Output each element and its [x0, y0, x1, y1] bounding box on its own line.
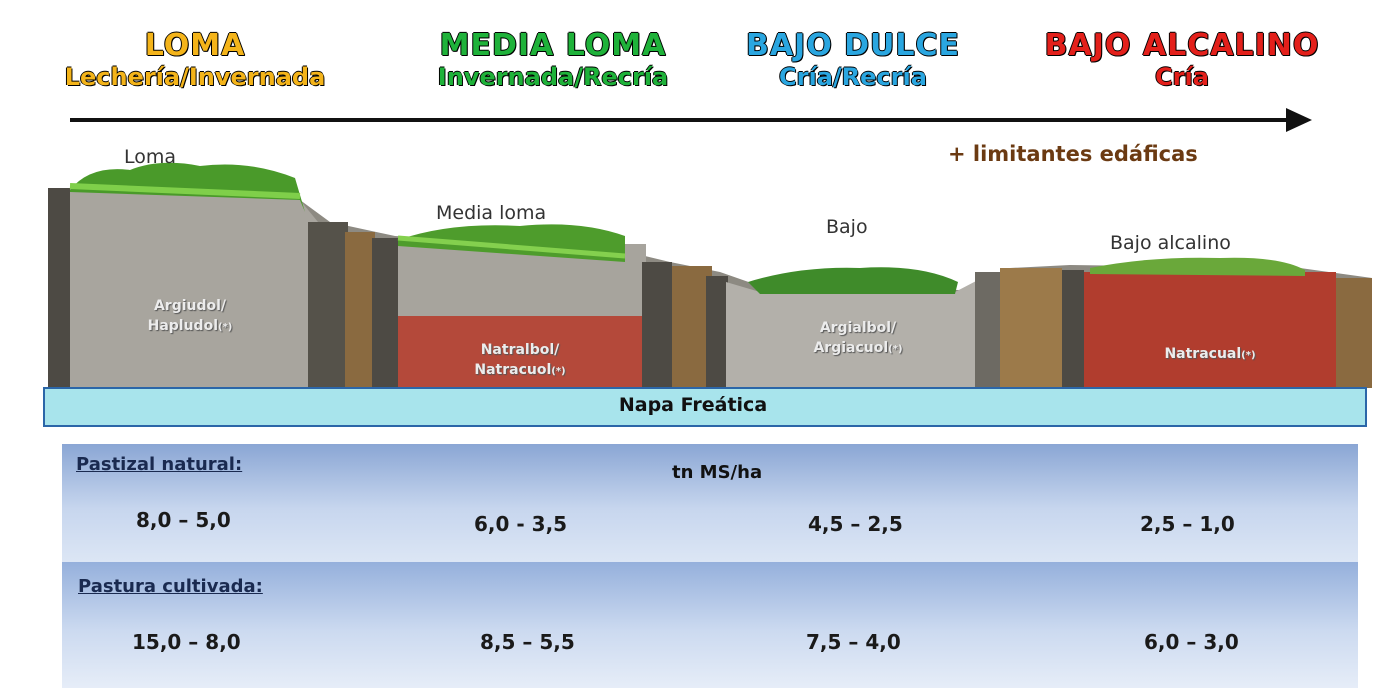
table-band-pastura	[62, 562, 1358, 688]
soil-limitations-note: + limitantes edáficas	[948, 142, 1198, 166]
value-pastizal-loma: 8,0 – 5,0	[136, 508, 231, 532]
soil-type-loma-line1: Argiudol/	[153, 298, 227, 314]
header-bajo-dulce: BAJO DULCE Cría/Recría	[722, 28, 984, 91]
soil-type-loma: Argiudol/ Hapludol(*)	[100, 296, 280, 338]
soil-type-media-loma-line1: Natralbol/	[480, 342, 560, 358]
soil-type-media-loma-line2: Natracuol	[474, 362, 552, 378]
soil-type-bajo-mark: (*)	[888, 344, 903, 355]
value-pastura-bajo: 7,5 – 4,0	[806, 630, 901, 654]
soil-type-bajo-alcalino-mark: (*)	[1241, 350, 1256, 361]
soil-type-bajo-line1: Argialbol/	[819, 320, 897, 336]
header-media-loma-title: MEDIA LOMA	[439, 28, 667, 63]
header-loma-subtitle: Lechería/Invernada	[64, 63, 326, 91]
header-bajo-dulce-subtitle: Cría/Recría	[779, 63, 927, 91]
landscape-label-loma: Loma	[124, 146, 177, 168]
soil-type-bajo: Argialbol/ Argiacuol(*)	[768, 318, 948, 360]
header-loma-title: LOMA	[144, 28, 246, 63]
value-pastura-media-loma: 8,5 – 5,5	[480, 630, 575, 654]
water-table-label: Napa Freática	[618, 394, 768, 416]
landscape-label-bajo-alcalino: Bajo alcalino	[1110, 232, 1231, 254]
row-label-pastizal-natural: Pastizal natural:	[76, 454, 243, 475]
header-bajo-alcalino-subtitle: Cría	[1155, 63, 1209, 91]
soil-type-bajo-line2: Argiacuol	[813, 340, 889, 356]
value-pastura-loma: 15,0 – 8,0	[132, 630, 241, 654]
header-bajo-alcalino: BAJO ALCALINO Cría	[1012, 28, 1352, 91]
table-band-pastizal	[62, 444, 1358, 562]
header-bajo-dulce-title: BAJO DULCE	[745, 28, 961, 63]
soil-type-media-loma-mark: (*)	[551, 366, 566, 377]
soil-type-loma-line2: Hapludol	[147, 318, 218, 334]
row-label-pastura-cultivada: Pastura cultivada:	[78, 576, 263, 597]
header-loma: LOMA Lechería/Invernada	[0, 28, 390, 91]
table-unit: tn MS/ha	[672, 462, 763, 483]
header-bajo-alcalino-title: BAJO ALCALINO	[1044, 28, 1320, 63]
landscape-label-bajo: Bajo	[826, 216, 868, 238]
soil-type-media-loma: Natralbol/ Natracuol(*)	[430, 340, 610, 382]
soil-type-bajo-alcalino-line1: Natracual	[1164, 346, 1242, 362]
value-pastura-bajo-alcalino: 6,0 – 3,0	[1144, 630, 1239, 654]
header-media-loma: MEDIA LOMA Invernada/Recría	[388, 28, 718, 91]
soil-type-loma-mark: (*)	[218, 322, 233, 333]
value-pastizal-bajo-alcalino: 2,5 – 1,0	[1140, 512, 1235, 536]
header-media-loma-subtitle: Invernada/Recría	[437, 63, 669, 91]
value-pastizal-bajo: 4,5 – 2,5	[808, 512, 903, 536]
soil-type-bajo-alcalino: Natracual(*)	[1120, 344, 1300, 366]
value-pastizal-media-loma: 6,0 - 3,5	[474, 512, 568, 536]
landscape-label-media-loma: Media loma	[436, 202, 547, 224]
